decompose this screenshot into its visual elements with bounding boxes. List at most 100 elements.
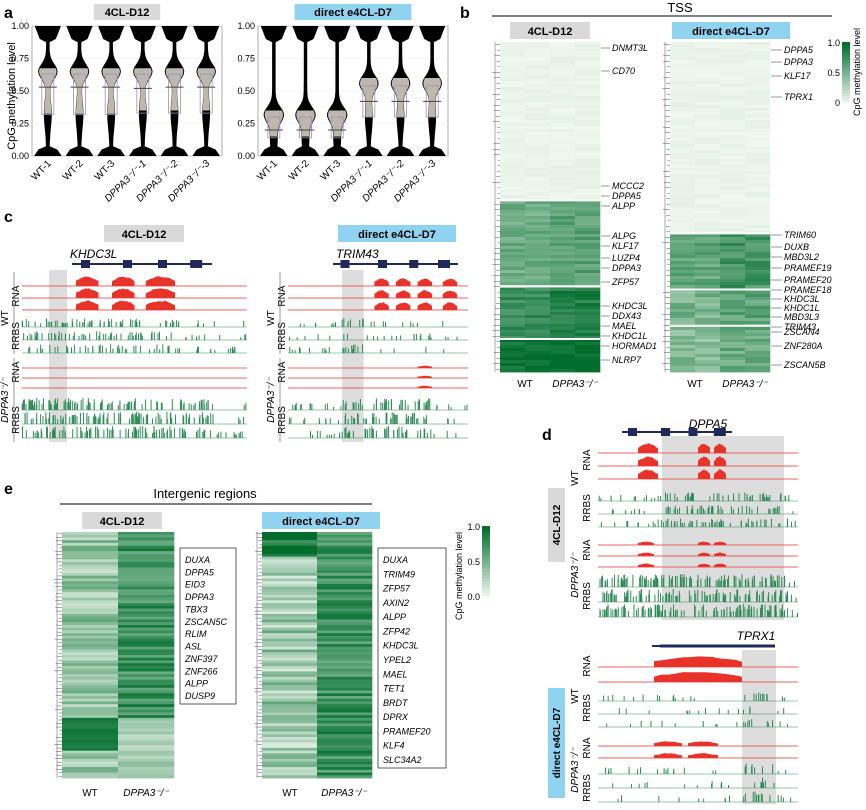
track-label: RRBS — [277, 406, 288, 434]
heat-cell — [695, 279, 721, 283]
heat-cell — [118, 578, 175, 582]
heat-cell — [118, 676, 175, 680]
heat-cell — [500, 330, 526, 334]
colorbar-cell — [482, 561, 490, 565]
heat-cell — [575, 156, 601, 160]
heat-cell — [317, 739, 373, 743]
heat-cell — [720, 153, 746, 157]
rna-wt-peak — [654, 672, 742, 682]
exon — [123, 260, 132, 268]
heat-cell — [262, 624, 318, 629]
gene-label: EID3 — [185, 580, 205, 590]
heat-cell — [525, 282, 551, 286]
heat-cell — [262, 693, 318, 697]
colorbar-cell — [842, 90, 850, 94]
heat-cell — [575, 312, 601, 316]
heat-cell — [500, 348, 526, 352]
heat-cell — [317, 548, 373, 552]
heat-cell — [118, 564, 175, 568]
heat-cell — [720, 249, 746, 253]
heat-cell — [262, 570, 318, 574]
heat-cell — [525, 210, 551, 214]
heat-cell — [525, 363, 551, 367]
heat-cell — [575, 234, 601, 238]
heat-cell — [262, 737, 318, 741]
heat-cell — [745, 81, 771, 85]
heat-cell — [550, 81, 576, 85]
heat-cell — [62, 679, 119, 683]
heat-cell — [262, 657, 318, 661]
y-tick-label: 0.50 — [237, 86, 255, 96]
rna-wt-peak — [714, 443, 726, 453]
colorbar-tick: 0.0 — [467, 592, 480, 602]
heat-cell — [500, 108, 526, 112]
heat-cell — [525, 327, 551, 331]
side-tag-bg — [548, 488, 565, 562]
heat-cell — [745, 222, 771, 226]
heat-cell — [575, 333, 601, 337]
heat-cell — [500, 171, 526, 175]
heat-cell — [525, 303, 551, 307]
heat-cell — [550, 108, 576, 112]
heat-cell — [575, 255, 601, 259]
heat-cell — [317, 622, 373, 626]
heat-cell — [575, 330, 601, 334]
heat-cell — [317, 562, 373, 566]
heat-cell — [720, 120, 746, 124]
heat-cell — [550, 354, 576, 358]
heat-cell — [62, 657, 119, 661]
heat-cell — [720, 366, 746, 370]
heat-cell — [695, 78, 721, 82]
gene-label: KHDC3L — [612, 301, 648, 311]
gene-label: MAEL — [383, 669, 408, 679]
heat-cell — [262, 562, 318, 566]
gene-box — [377, 547, 447, 769]
heat-cell — [262, 756, 318, 760]
heat-cell — [525, 75, 551, 79]
rna-wt-peak — [374, 290, 389, 298]
heat-cell — [317, 665, 373, 670]
heat-cell — [62, 731, 119, 735]
heat-cell — [695, 207, 721, 211]
heat-cell — [550, 357, 576, 361]
heat-cell — [500, 150, 526, 154]
heat-cell — [550, 87, 576, 91]
heat-cell — [500, 99, 526, 103]
heat-cell — [118, 614, 175, 618]
heat-cell — [745, 255, 771, 259]
heat-cell — [745, 132, 771, 136]
heat-cell — [118, 567, 175, 571]
heat-cell — [720, 87, 746, 91]
heat-cell — [500, 297, 526, 301]
heat-cell — [525, 357, 551, 361]
colorbar-tick: 0.5 — [467, 557, 480, 567]
heat-cell — [745, 144, 771, 148]
colorbar-cell — [482, 578, 490, 583]
heat-cell — [670, 135, 696, 139]
heat-cell — [500, 282, 526, 286]
heat-cell — [575, 162, 601, 166]
heat-cell — [745, 312, 771, 316]
heat-cell — [695, 303, 721, 307]
heat-cell — [500, 237, 526, 241]
intergenic-heatmap: 4CL-D12 direct e4CL-D7DUXADPPA5EID3DPPA3T… — [54, 512, 490, 799]
heat-cell — [317, 556, 373, 560]
heat-cell — [550, 303, 576, 307]
heat-cell — [500, 294, 526, 298]
column-label: WT — [687, 379, 703, 390]
heat-cell — [118, 715, 175, 719]
heat-cell — [500, 129, 526, 133]
heat-cell — [550, 180, 576, 184]
heat-cell — [118, 756, 175, 760]
heat-cell — [720, 165, 746, 169]
heat-cell — [575, 189, 601, 193]
heat-cell — [62, 630, 119, 634]
heat-cell — [118, 649, 175, 653]
heat-cell — [500, 78, 526, 82]
heat-cell — [575, 114, 601, 118]
heat-cell — [695, 111, 721, 115]
heat-cell — [670, 237, 696, 241]
heat-cell — [745, 348, 771, 352]
heat-cell — [500, 117, 526, 121]
heat-cell — [695, 45, 721, 49]
